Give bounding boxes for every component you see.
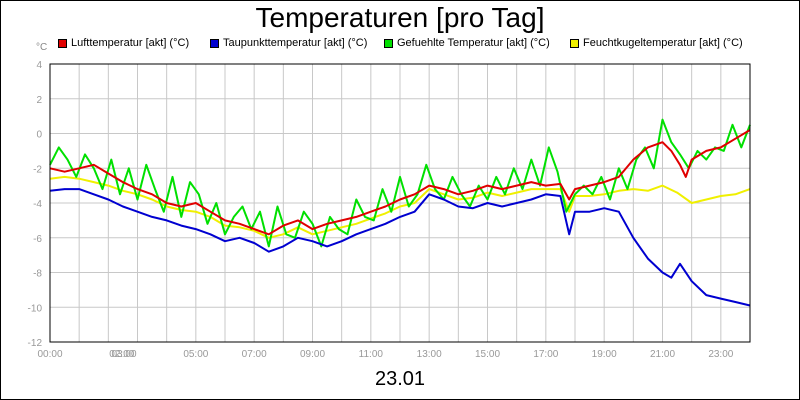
x-tick-label: 17:00 [533, 349, 558, 360]
legend-swatch-gefuehlte-temperatur [384, 39, 393, 48]
series-line-1 [49, 188, 751, 307]
legend-label-gefuehlte-temperatur: Gefuehlte Temperatur [akt] (°C) [397, 37, 550, 49]
chart-title: Temperaturen [pro Tag] [255, 2, 545, 33]
y-tick-label: 2 [36, 95, 42, 106]
y-tick-label: 4 [36, 60, 42, 71]
y-axis-unit-label: °C [36, 42, 48, 53]
x-tick-label: 09:00 [300, 349, 325, 360]
x-tick-label: 05:00 [183, 349, 208, 360]
x-tick-label: 21:00 [650, 349, 675, 360]
chart-series [49, 118, 751, 307]
x-tick-label: 19:00 [592, 349, 617, 360]
x-tick-label: 15:00 [475, 349, 500, 360]
plot-area-border [49, 63, 751, 343]
legend-swatch-lufttemperatur [58, 39, 67, 48]
legend-label-lufttemperatur: Lufttemperatur [akt] (°C) [71, 37, 190, 49]
series-line-2 [49, 118, 751, 248]
legend-label-feuchtkugeltemperatur: Feuchtkugeltemperatur [akt] (°C) [583, 37, 743, 49]
y-axis-ticks: 4 2 0 -2 -4 -6 -8 -10 -12 [28, 60, 43, 349]
x-tick-label: 11:00 [359, 349, 384, 360]
x-tick-label: 00:00 [37, 349, 62, 360]
y-tick-label: -10 [28, 303, 43, 314]
x-axis-date-label: 23.01 [374, 368, 426, 390]
chart-grid [50, 63, 750, 343]
y-tick-label: 0 [36, 130, 42, 141]
x-tick-label: 02:00 [109, 349, 134, 360]
series-line-0 [49, 129, 751, 236]
x-tick-label: 07:00 [242, 349, 267, 360]
x-tick-label: 03:00 [112, 349, 137, 360]
y-tick-label: -8 [33, 269, 42, 280]
y-tick-label: -6 [33, 234, 42, 245]
x-tick-label: 13:00 [417, 349, 442, 360]
legend-swatch-taupunkttemperatur [210, 39, 219, 48]
x-tick-label: 23:00 [708, 349, 733, 360]
legend-label-taupunkttemperatur: Taupunkttemperatur [akt] (°C) [223, 37, 368, 49]
legend-swatch-feuchtkugeltemperatur [570, 39, 579, 48]
y-tick-label: -4 [33, 199, 42, 210]
y-tick-label: -2 [33, 164, 42, 175]
y-tick-label: -12 [28, 338, 43, 349]
